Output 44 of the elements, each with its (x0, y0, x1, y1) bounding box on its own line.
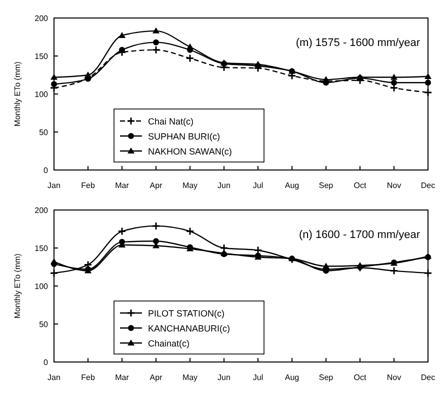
x-tick-label: Mar (115, 373, 130, 382)
legend-label: NAKHON SAWAN(c) (148, 146, 232, 156)
y-tick-label: 150 (34, 244, 49, 253)
y-axis-title: Monthly ETo (mm) (13, 253, 22, 318)
y-tick-label: 200 (34, 14, 49, 23)
x-tick-label: Nov (386, 373, 402, 382)
x-tick-label: May (182, 373, 198, 382)
x-tick-label: Mar (115, 181, 130, 190)
y-tick-label: 0 (44, 358, 49, 367)
x-tick-label: Jun (218, 181, 230, 190)
legend-label: PILOT STATION(c) (148, 308, 225, 318)
x-tick-label: Dec (420, 373, 436, 382)
x-tick-label: Oct (354, 373, 367, 382)
x-tick-label: Apr (150, 181, 163, 190)
x-tick-label: May (182, 181, 198, 190)
x-tick-label: Jul (252, 181, 264, 190)
y-tick-label: 50 (39, 320, 49, 329)
legend-label: KANCHANABURI(c) (148, 324, 230, 334)
x-tick-label: Jul (252, 373, 264, 382)
x-tick-label: Dec (420, 181, 436, 190)
x-tick-label: Jan (48, 373, 60, 382)
x-tick-label: Aug (284, 373, 300, 382)
y-tick-label: 0 (44, 166, 49, 175)
legend-label: SUPHAN BURI(c) (148, 132, 220, 142)
x-tick-label: Nov (386, 181, 402, 190)
y-tick-label: 100 (34, 90, 49, 99)
y-tick-label: 200 (34, 206, 49, 215)
x-tick-label: Apr (150, 373, 163, 382)
text: (m) 1575 - 1600 mm/year (296, 37, 420, 49)
y-axis-title: Monthly ETo (mm) (13, 61, 22, 126)
text: (n) 1600 - 1700 mm/year (298, 229, 420, 241)
x-tick-label: Oct (354, 181, 367, 190)
x-tick-label: Sep (318, 373, 334, 382)
x-tick-label: Feb (81, 373, 96, 382)
legend-label: Chainat(c) (148, 338, 190, 348)
y-tick-label: 50 (39, 128, 49, 137)
x-tick-label: Feb (81, 181, 96, 190)
x-tick-label: Jun (218, 373, 230, 382)
x-tick-label: Aug (284, 181, 300, 190)
y-tick-label: 100 (34, 282, 49, 291)
legend-label: Chai Nat(c) (148, 116, 194, 126)
x-tick-label: Jan (48, 181, 60, 190)
x-tick-label: Sep (318, 181, 334, 190)
y-tick-label: 150 (34, 52, 49, 61)
